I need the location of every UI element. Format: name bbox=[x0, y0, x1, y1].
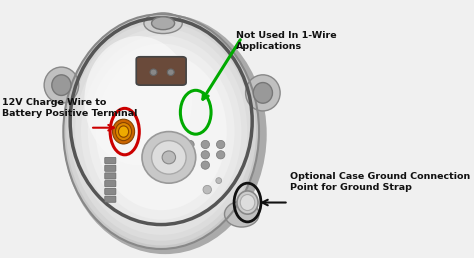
Ellipse shape bbox=[237, 191, 258, 214]
FancyBboxPatch shape bbox=[136, 57, 186, 85]
Ellipse shape bbox=[118, 126, 128, 137]
FancyBboxPatch shape bbox=[105, 173, 116, 179]
Ellipse shape bbox=[167, 69, 174, 76]
Ellipse shape bbox=[70, 22, 252, 241]
Ellipse shape bbox=[142, 132, 196, 183]
Ellipse shape bbox=[186, 161, 194, 169]
Ellipse shape bbox=[75, 28, 247, 235]
Ellipse shape bbox=[201, 140, 210, 149]
Ellipse shape bbox=[170, 140, 179, 149]
Ellipse shape bbox=[64, 14, 267, 254]
FancyBboxPatch shape bbox=[105, 196, 116, 202]
Ellipse shape bbox=[112, 119, 135, 144]
Ellipse shape bbox=[96, 53, 227, 210]
Ellipse shape bbox=[116, 123, 132, 141]
FancyBboxPatch shape bbox=[105, 188, 116, 195]
Ellipse shape bbox=[64, 14, 259, 249]
Text: Optional Case Ground Connection
Point for Ground Strap: Optional Case Ground Connection Point fo… bbox=[290, 172, 470, 192]
Ellipse shape bbox=[225, 201, 259, 227]
Ellipse shape bbox=[240, 195, 255, 211]
Ellipse shape bbox=[217, 151, 225, 159]
Ellipse shape bbox=[170, 161, 179, 169]
Ellipse shape bbox=[81, 35, 241, 228]
Ellipse shape bbox=[152, 17, 174, 30]
Text: 12V Charge Wire to
Battery Positive Terminal: 12V Charge Wire to Battery Positive Term… bbox=[2, 98, 137, 118]
Ellipse shape bbox=[144, 13, 182, 34]
FancyBboxPatch shape bbox=[105, 165, 116, 171]
Text: Not Used In 1-Wire
Applications: Not Used In 1-Wire Applications bbox=[236, 31, 337, 51]
Ellipse shape bbox=[201, 151, 210, 159]
Ellipse shape bbox=[88, 44, 235, 220]
Ellipse shape bbox=[44, 67, 79, 103]
Ellipse shape bbox=[152, 141, 186, 174]
Ellipse shape bbox=[66, 18, 256, 245]
Ellipse shape bbox=[84, 36, 192, 165]
Ellipse shape bbox=[186, 151, 194, 159]
FancyBboxPatch shape bbox=[105, 157, 116, 164]
Ellipse shape bbox=[162, 151, 175, 164]
Ellipse shape bbox=[203, 185, 211, 194]
Ellipse shape bbox=[170, 151, 179, 159]
FancyBboxPatch shape bbox=[105, 181, 116, 187]
Ellipse shape bbox=[150, 69, 157, 76]
Ellipse shape bbox=[186, 140, 194, 149]
Ellipse shape bbox=[217, 140, 225, 149]
Ellipse shape bbox=[52, 75, 71, 95]
Ellipse shape bbox=[246, 75, 280, 111]
Ellipse shape bbox=[201, 161, 210, 169]
Ellipse shape bbox=[216, 178, 222, 183]
Ellipse shape bbox=[253, 83, 273, 103]
